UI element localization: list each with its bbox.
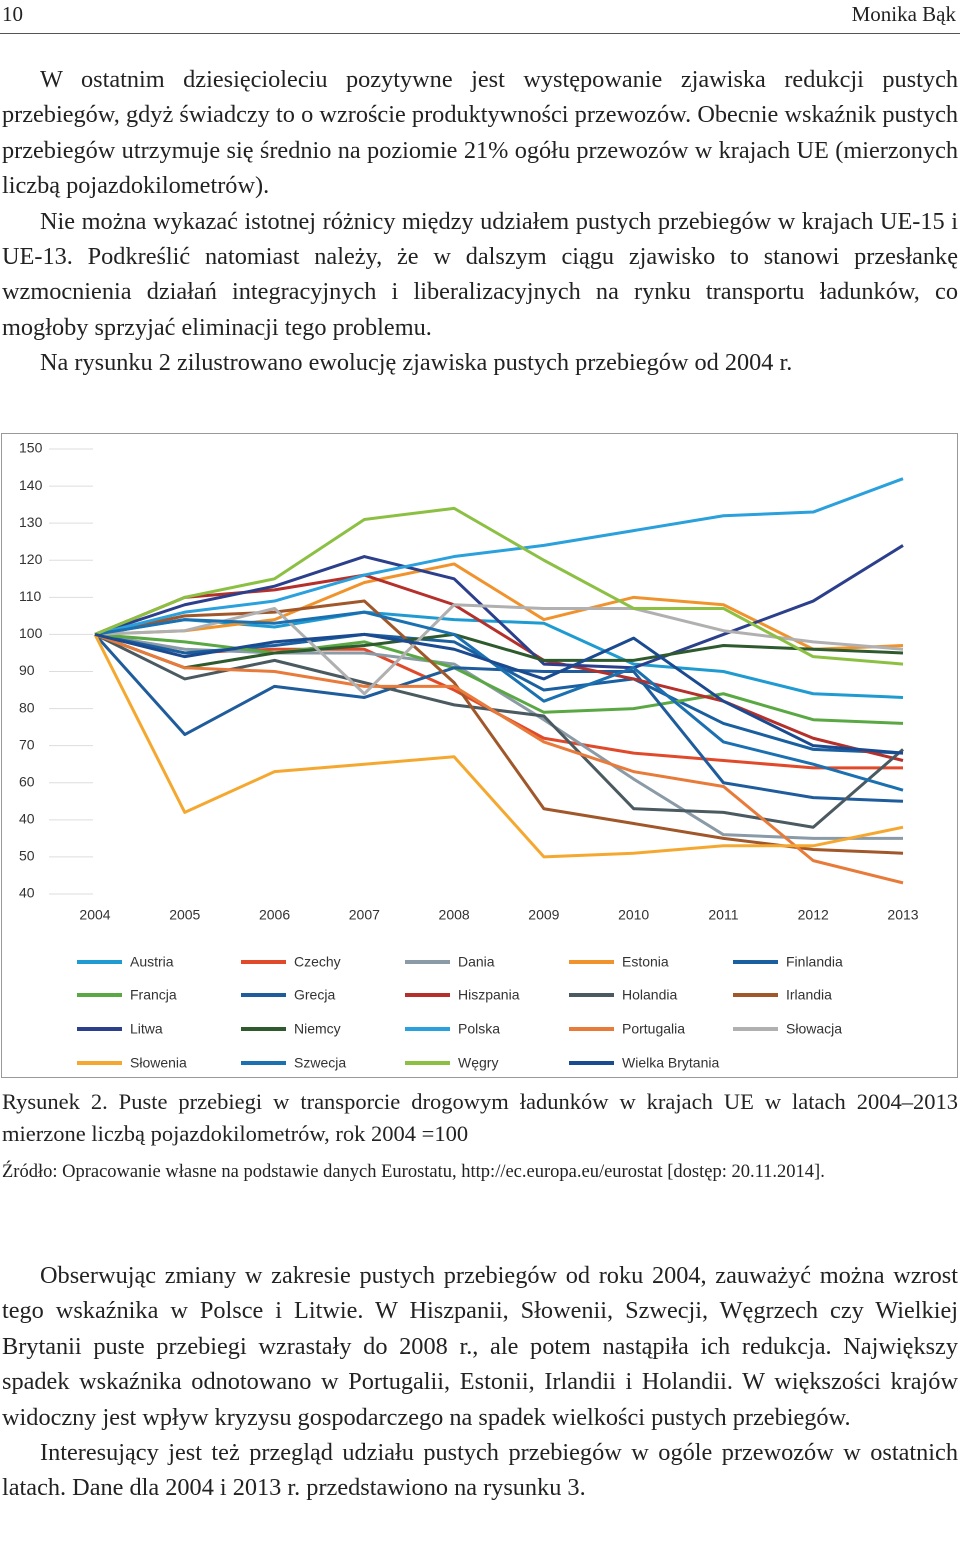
legend-label: Litwa [130,1021,163,1037]
series-line [93,633,904,859]
series-line [94,610,904,699]
legend-label: Czechy [294,954,341,970]
series-line [94,599,904,855]
text-after: Obserwując zmiany w zakresie pustych prz… [2,1258,958,1506]
legend-label: Finlandia [786,954,843,970]
y-tick-label: 100 [19,625,43,641]
x-tick-label: 2004 [79,907,110,923]
series-line [94,610,904,792]
x-tick-label: 2007 [349,907,380,923]
y-tick-label: 110 [19,588,42,604]
figure-source: Źródło: Opracowanie własne na podstawie … [2,1162,825,1182]
series-line [94,632,903,840]
x-tick-label: 2009 [528,907,559,923]
paragraph: Nie można wykazać istotnej różnicy międz… [2,207,958,341]
legend-label: Słowacja [786,1021,842,1037]
series-line [93,633,904,803]
y-tick-label: 80 [19,699,35,715]
y-tick-label: 150 [19,440,43,456]
legend-label: Niemcy [294,1021,341,1037]
author: Monika Bąk [851,2,956,26]
series-line [94,603,904,696]
y-tick-label: 40 [19,885,35,901]
y-tick-label: 130 [19,514,43,530]
x-tick-label: 2006 [259,907,290,923]
x-tick-label: 2013 [887,907,918,923]
chart: 150 140 130 120 110 100 90 80 70 60 40 50 40 2004 2005… [1,433,958,1078]
y-tick-label: 70 [19,736,35,752]
y-tick-label: 90 [19,662,35,678]
x-tick-label: 2005 [169,907,200,923]
series-line [94,562,904,651]
x-tick-label: 2011 [708,907,738,923]
legend-label: Hiszpania [458,987,520,1003]
series-line [94,633,904,885]
legend-label: Holandia [622,987,677,1003]
legend-label: Grecja [294,987,335,1003]
legend-label: Szwecja [294,1055,346,1071]
paragraph: W ostatnim dziesięcioleciu pozytywne jes… [2,66,958,200]
text-before: W ostatnim dziesięcioleciu pozytywne jes… [2,62,958,381]
figure-caption: Rysunek 2. Puste przebiegi w transporcie… [2,1089,958,1146]
legend-label: Wielka Brytania [622,1055,719,1071]
legend-label: Estonia [622,954,669,970]
paragraph: Interesujący jest też przegląd udziału p… [2,1439,958,1502]
series-line [94,544,904,670]
y-tick-label: 120 [19,551,43,567]
paragraph: Obserwując zmiany w zakresie pustych prz… [2,1262,958,1431]
series-line [94,632,904,670]
legend-label: Portugalia [622,1021,685,1037]
legend-label: Austria [130,954,174,970]
series-line [94,573,904,762]
series-line [94,632,904,755]
legend-label: Polska [458,1021,500,1037]
y-tick-label: 140 [19,477,43,493]
header-rule [0,33,960,34]
chart-frame [1,433,958,1078]
y-tick-label: 40 [19,811,35,827]
x-tick-label: 2012 [798,907,829,923]
series-line [94,477,904,636]
page-number: 10 [2,2,23,26]
legend-label: Dania [458,954,495,970]
series-line [94,632,904,725]
y-tick-label: 60 [19,773,35,789]
legend-label: Węgry [458,1055,498,1071]
legend-label: Słowenia [130,1055,187,1071]
x-tick-label: 2010 [618,907,649,923]
paragraph: Na rysunku 2 zilustrowano ewolucję zjawi… [40,349,793,377]
y-tick-label: 50 [19,848,35,864]
x-tick-label: 2008 [439,907,470,923]
legend-label: Francja [130,987,177,1003]
legend-label: Irlandia [786,987,832,1003]
series-line [94,506,904,666]
